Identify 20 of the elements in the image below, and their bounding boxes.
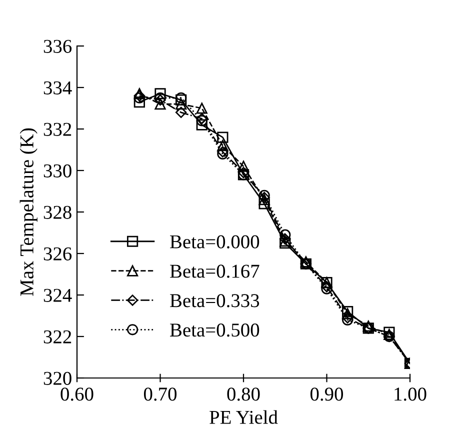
x-tick-label: 0.80	[227, 388, 260, 401]
y-tick-label: 320	[44, 372, 72, 385]
legend-label: Beta=0.000	[170, 235, 260, 248]
x-tick-label: 0.70	[144, 388, 177, 401]
y-tick-label: 332	[44, 122, 72, 136]
y-tick-label: 322	[44, 330, 72, 344]
legend-label: Beta=0.500	[170, 324, 260, 337]
y-tick-label: 334	[44, 81, 72, 94]
y-axis-title: Max Tempelature (K)	[20, 128, 38, 296]
y-tick-label: 330	[44, 164, 72, 178]
legend-label: Beta=0.333	[170, 294, 260, 308]
x-tick-label: 0.90	[310, 388, 344, 401]
y-tick-label: 328	[44, 206, 72, 219]
x-tick-label: 0.60	[60, 388, 94, 401]
y-tick-label: 326	[44, 247, 72, 260]
y-tick-label: 324	[44, 288, 72, 302]
x-axis-title: PE Yield	[210, 410, 278, 424]
y-tick-label: 336	[44, 40, 72, 53]
legend-label: Beta=0.167	[170, 264, 260, 278]
x-tick-label: 1.00	[394, 388, 426, 401]
